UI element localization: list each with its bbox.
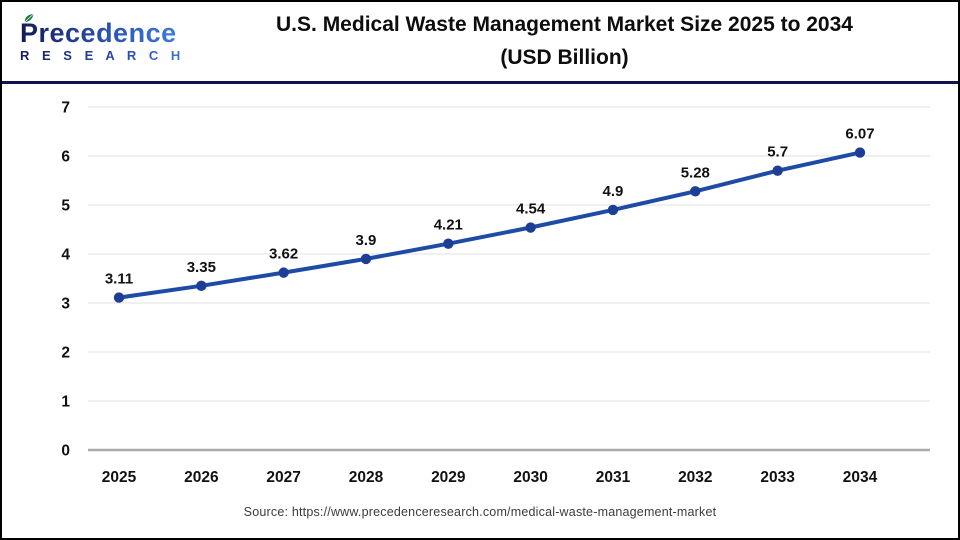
data-point-label: 5.7 [767,144,788,161]
x-tick-label: 2031 [596,469,631,486]
data-point-label: 4.9 [603,183,624,200]
data-point-marker [772,165,783,176]
y-tick-label: 6 [61,149,70,166]
logo-subname: R E S E A R C H [20,47,185,63]
data-point-label: 6.07 [845,126,874,143]
data-point-label: 5.28 [681,164,710,181]
x-tick-label: 2032 [678,469,712,486]
x-tick-label: 2026 [184,469,219,486]
data-point-marker [360,253,372,265]
chart-title-line2: (USD Billion) [500,45,629,69]
header: Precedence R E S E A R C H U.S. Medical … [2,2,958,81]
header-divider [2,81,958,84]
data-point-label: 3.9 [356,232,377,249]
data-point-label: 4.21 [434,217,463,234]
data-point-marker [196,280,207,292]
series-line [117,150,862,300]
data-point-marker [854,147,866,158]
y-tick-label: 1 [61,394,70,411]
logo-name: Precedence [20,17,177,48]
x-tick-label: 2029 [431,469,466,486]
data-point-marker [690,186,701,197]
data-point-marker [113,292,125,303]
x-axis-labels: 2025 2026 2027 2028 2029 2030 2031 2032 2033 2034 [102,469,878,486]
y-tick-label: 2 [61,345,70,362]
line-chart-svg: 0 1 2 3 4 5 6 7 2025 2026 2027 2028 2029 2030 2031 2032… [61,100,930,486]
y-tick-label: 4 [61,247,70,264]
data-point-marker [607,204,619,216]
data-point-label: 3.62 [269,246,298,263]
footer: Source: https://www.precedenceresearch.c… [2,490,958,534]
x-tick-label: 2028 [349,469,384,486]
chart-title-line1: U.S. Medical Waste Management Market Siz… [276,12,853,36]
x-tick-label: 2033 [760,469,795,486]
x-tick-label: 2030 [513,469,547,486]
source-text: Source: https://www.precedenceresearch.c… [243,505,717,519]
data-point-marker [525,222,536,233]
y-tick-label: 3 [61,296,70,313]
precedence-research-logo: Precedence R E S E A R C H [12,13,187,64]
line-chart: 0 1 2 3 4 5 6 7 2025 2026 2027 2028 2029 2030 2031 2032… [2,84,958,490]
data-point-label: 3.11 [105,271,133,288]
chart-title: U.S. Medical Waste Management Market Siz… [187,9,948,74]
data-point-labels: 3.11 3.35 3.62 3.9 4.21 4.54 4.9 5.28 5.7 6.07 [105,126,875,288]
data-point-label: 3.35 [187,259,216,276]
data-point-marker [443,238,454,249]
leaf-icon [20,13,36,33]
y-tick-label: 0 [61,443,70,460]
x-tick-label: 2025 [102,469,137,486]
y-tick-label: 5 [61,198,70,215]
gridlines [88,106,930,452]
x-tick-label: 2034 [843,469,878,486]
data-point-label: 4.54 [516,201,546,218]
y-tick-label: 7 [61,100,70,117]
y-axis-labels: 0 1 2 3 4 5 6 7 [61,100,70,460]
data-point-markers [113,147,866,303]
data-point-marker [278,267,289,278]
x-tick-label: 2027 [266,469,300,486]
